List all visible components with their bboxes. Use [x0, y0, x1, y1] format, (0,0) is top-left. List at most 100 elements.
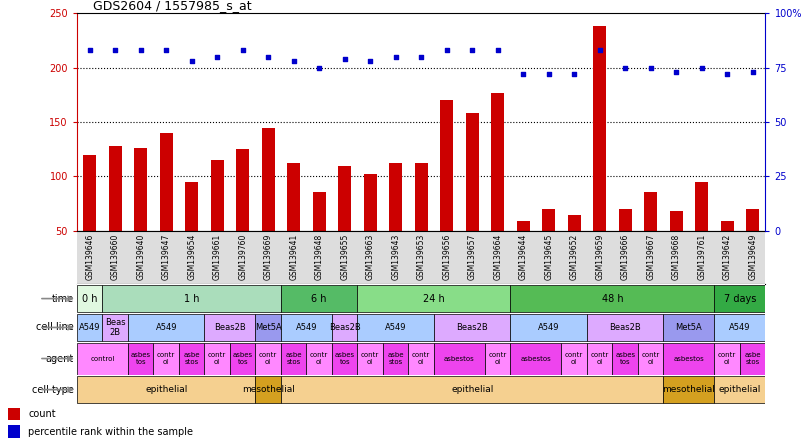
Bar — [281, 285, 357, 313]
Point — [695, 64, 708, 71]
Bar — [695, 182, 708, 231]
Point — [237, 47, 249, 54]
Bar — [179, 343, 204, 375]
Bar — [663, 343, 714, 375]
Text: asbes
tos: asbes tos — [232, 352, 253, 365]
Point — [517, 71, 530, 78]
Text: agent: agent — [45, 353, 74, 364]
Bar — [364, 174, 377, 231]
Text: GSM139661: GSM139661 — [213, 234, 222, 280]
Point — [134, 47, 147, 54]
Point — [644, 64, 657, 71]
Bar — [332, 343, 357, 375]
Text: GSM139648: GSM139648 — [315, 234, 324, 280]
Bar — [670, 211, 683, 231]
Text: Beas2B: Beas2B — [456, 323, 488, 332]
Point — [211, 53, 224, 60]
Bar — [466, 113, 479, 231]
Text: control: control — [90, 356, 115, 361]
Text: A549: A549 — [296, 323, 318, 332]
Bar — [255, 313, 281, 341]
Bar — [160, 133, 173, 231]
Bar — [357, 285, 510, 313]
Point — [542, 71, 555, 78]
Point — [288, 58, 301, 65]
Text: contr
ol: contr ol — [310, 352, 328, 365]
Bar — [230, 343, 255, 375]
Text: epithelial: epithelial — [451, 385, 493, 394]
Text: 48 h: 48 h — [602, 293, 623, 304]
Text: asbes
tos: asbes tos — [335, 352, 355, 365]
Point — [339, 56, 352, 63]
Bar — [746, 209, 759, 231]
Bar — [357, 313, 434, 341]
Text: asbe
stos: asbe stos — [387, 352, 404, 365]
Bar — [255, 343, 281, 375]
Text: asbestos: asbestos — [674, 356, 705, 361]
Bar — [638, 343, 663, 375]
Bar — [510, 343, 561, 375]
Point — [313, 64, 326, 71]
Text: asbe
stos: asbe stos — [744, 352, 761, 365]
Bar — [306, 343, 332, 375]
Point — [415, 53, 428, 60]
Text: contr
ol: contr ol — [718, 352, 736, 365]
Text: GSM139644: GSM139644 — [518, 234, 527, 280]
Point — [109, 47, 122, 54]
Bar — [102, 313, 128, 341]
Text: GSM139652: GSM139652 — [569, 234, 578, 280]
Text: GSM139669: GSM139669 — [264, 234, 273, 280]
Text: GSM139646: GSM139646 — [85, 234, 94, 280]
Bar — [204, 343, 230, 375]
Text: GSM139760: GSM139760 — [238, 234, 247, 280]
Bar — [262, 127, 275, 231]
Text: GSM139656: GSM139656 — [442, 234, 451, 280]
Bar — [128, 313, 204, 341]
Bar — [255, 376, 281, 404]
Text: contr
ol: contr ol — [565, 352, 583, 365]
Bar — [281, 376, 663, 404]
Bar — [587, 343, 612, 375]
Text: GSM139660: GSM139660 — [111, 234, 120, 280]
Text: cell type: cell type — [32, 385, 74, 395]
Bar — [8, 425, 20, 438]
Bar — [77, 376, 255, 404]
Text: contr
ol: contr ol — [590, 352, 609, 365]
Text: Beas
2B: Beas 2B — [104, 318, 126, 337]
Text: contr
ol: contr ol — [412, 352, 430, 365]
Text: GSM139668: GSM139668 — [671, 234, 680, 280]
Text: GSM139643: GSM139643 — [391, 234, 400, 280]
Bar — [185, 182, 198, 231]
Bar — [8, 408, 20, 420]
Point — [262, 53, 275, 60]
Bar — [83, 155, 96, 231]
Text: asbes
tos: asbes tos — [130, 352, 151, 365]
Bar — [663, 313, 714, 341]
Text: GSM139655: GSM139655 — [340, 234, 349, 280]
Text: contr
ol: contr ol — [642, 352, 660, 365]
Bar — [128, 343, 153, 375]
Bar — [288, 163, 300, 231]
Text: GSM139645: GSM139645 — [544, 234, 553, 280]
Text: GSM139640: GSM139640 — [136, 234, 145, 280]
Bar — [281, 313, 332, 341]
Text: GSM139642: GSM139642 — [723, 234, 731, 280]
Text: mesothelial: mesothelial — [241, 385, 295, 394]
Text: GSM139667: GSM139667 — [646, 234, 655, 280]
Bar — [339, 166, 351, 231]
Text: Met5A: Met5A — [676, 323, 702, 332]
Text: GSM139761: GSM139761 — [697, 234, 706, 280]
Bar — [441, 100, 453, 231]
Bar — [568, 214, 581, 231]
Bar — [357, 343, 383, 375]
Text: A549: A549 — [729, 323, 751, 332]
Bar — [415, 163, 428, 231]
Text: asbe
stos: asbe stos — [285, 352, 302, 365]
Point — [364, 58, 377, 65]
Bar — [134, 148, 147, 231]
Bar — [434, 313, 510, 341]
Bar — [485, 343, 510, 375]
Bar — [663, 376, 714, 404]
Bar — [721, 221, 734, 231]
Bar — [434, 343, 485, 375]
